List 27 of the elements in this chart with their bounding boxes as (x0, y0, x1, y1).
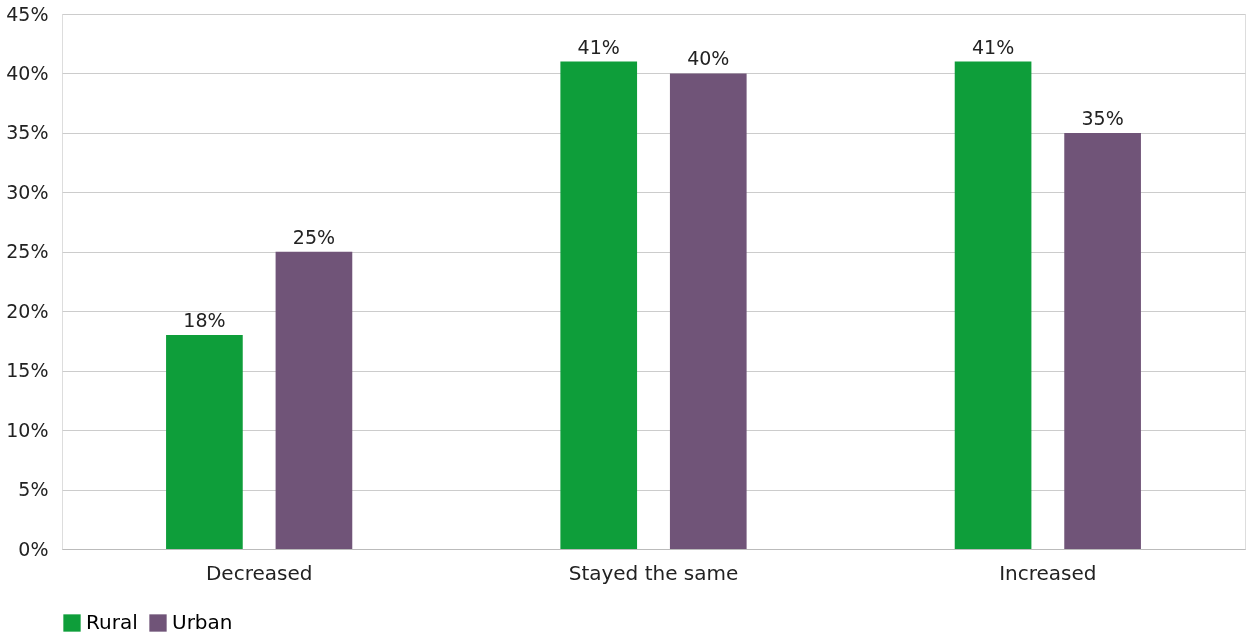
legend-label: Urban (172, 610, 233, 634)
y-tick-label: 20% (6, 299, 49, 322)
y-tick-label: 0% (18, 537, 49, 560)
data-label: 40% (687, 47, 730, 70)
bar (275, 251, 353, 549)
y-tick-label: 10% (6, 418, 49, 441)
y-tick-label: 25% (6, 240, 49, 263)
data-label: 41% (971, 35, 1015, 58)
y-tick-label: 30% (6, 180, 49, 203)
bar (669, 73, 747, 549)
data-label: 35% (1081, 106, 1124, 129)
bar (954, 61, 1032, 549)
y-tick-label: 15% (6, 359, 49, 382)
y-tick-label: 45% (6, 2, 49, 25)
bar (166, 335, 243, 549)
data-label: 25% (292, 225, 336, 248)
y-tick-label: 40% (6, 61, 49, 84)
bar (560, 61, 638, 549)
legend-label: Rural (86, 610, 138, 634)
x-tick-label: Stayed the same (568, 560, 739, 585)
x-tick-label: Decreased (205, 560, 313, 585)
data-label: 41% (577, 35, 620, 58)
bar (1064, 132, 1141, 549)
data-label: 18% (183, 309, 226, 331)
y-tick-label: 5% (18, 478, 49, 501)
y-tick-label: 35% (6, 121, 49, 144)
x-tick-label: Increased (999, 560, 1097, 585)
